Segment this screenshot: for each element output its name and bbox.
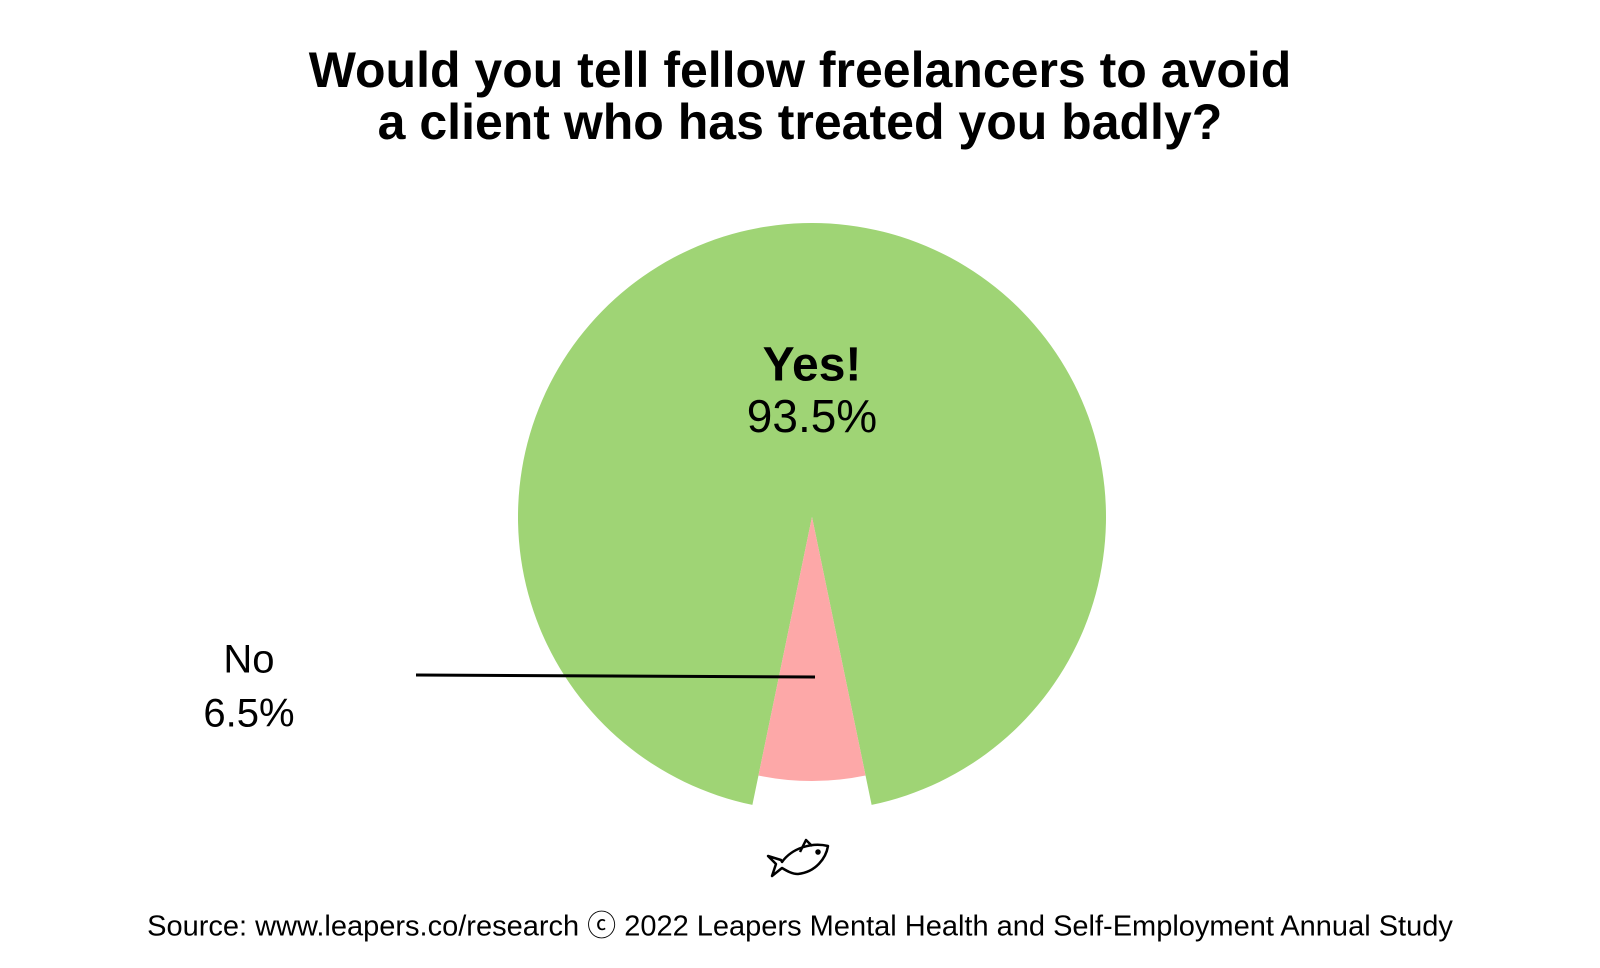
chart-title: Would you tell fellow freelancers to avo… [309,42,1292,98]
logo-icon [766,838,830,878]
leader-line [415,673,816,679]
pie [518,222,1106,805]
slice-value-label: 6.5% [203,692,294,736]
slice-value-label: 93.5% [747,390,877,442]
pie-slice [518,222,1106,805]
slice-label: Yes! [763,339,862,392]
pie-slice [758,517,866,782]
chart-title: a client who has treated you badly? [378,94,1223,150]
slice-label: No [223,638,274,682]
source-note: Source: www.leapers.co/research ⓒ 2022 L… [147,911,1453,943]
